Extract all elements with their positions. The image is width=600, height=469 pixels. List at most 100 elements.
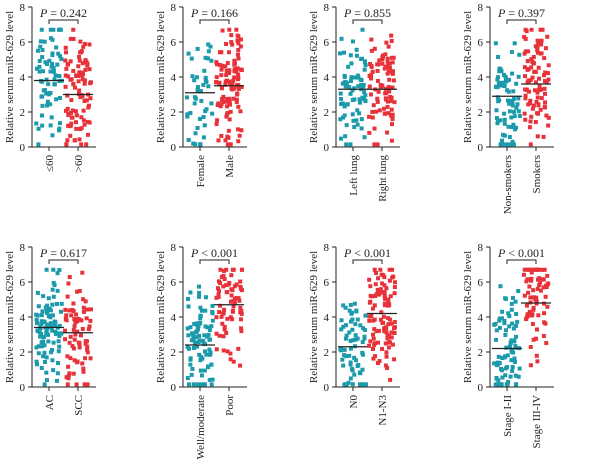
data-point: [63, 84, 68, 89]
data-point: [232, 296, 237, 301]
data-point: [494, 116, 499, 121]
data-point: [197, 284, 202, 289]
data-point: [226, 71, 231, 76]
data-point: [516, 96, 521, 101]
data-point: [50, 358, 55, 363]
data-point: [528, 363, 533, 368]
x-tick-label: Poor: [224, 395, 236, 416]
data-point: [375, 78, 380, 83]
data-point: [34, 359, 39, 364]
data-point: [504, 365, 509, 370]
data-point: [367, 314, 372, 319]
data-point: [216, 294, 221, 299]
data-point: [236, 346, 241, 351]
data-point: [42, 360, 47, 365]
data-point: [527, 309, 532, 314]
data-point: [66, 373, 71, 378]
panel-6: 0 2 4 6 8 Relative serum miR-629 level Well/mo…: [155, 242, 247, 459]
data-point: [513, 299, 518, 304]
data-point: [512, 109, 517, 114]
data-point: [539, 96, 544, 101]
data-point: [510, 71, 515, 76]
data-point: [57, 121, 62, 126]
data-point: [85, 119, 90, 124]
data-point: [229, 80, 234, 85]
data-point: [378, 287, 383, 292]
data-point: [203, 308, 208, 313]
data-point: [516, 74, 521, 79]
data-point: [197, 116, 202, 121]
data-point: [185, 326, 190, 331]
data-point: [81, 305, 86, 310]
data-point: [239, 128, 244, 133]
data-point: [223, 82, 228, 87]
data-point: [502, 111, 507, 116]
data-point: [355, 363, 360, 368]
data-point: [363, 63, 368, 68]
x-tick-label: >60: [73, 155, 85, 173]
data-point: [385, 56, 390, 61]
data-point: [379, 84, 384, 89]
data-point: [222, 268, 227, 273]
data-point: [360, 350, 365, 355]
data-point: [225, 349, 230, 354]
data-point: [228, 142, 233, 147]
y-tick-label: 6: [324, 37, 330, 49]
data-point: [237, 133, 242, 138]
x-tick-label: ≤60: [44, 155, 56, 173]
y-tick-label: 4: [20, 312, 26, 324]
y-tick-label: 4: [20, 72, 26, 84]
data-point: [375, 99, 380, 104]
data-point: [224, 42, 229, 47]
data-point: [382, 301, 387, 306]
data-point: [222, 307, 227, 312]
p-value: P < 0.001: [343, 246, 391, 260]
data-point: [55, 378, 60, 383]
data-point: [392, 320, 397, 325]
data-point: [225, 290, 230, 295]
data-point: [522, 111, 527, 116]
data-point: [47, 306, 52, 311]
data-point: [206, 49, 211, 54]
y-tick-label: 0: [324, 142, 330, 154]
data-point: [348, 346, 353, 351]
data-point: [70, 344, 75, 349]
data-point: [351, 338, 356, 343]
data-point: [191, 141, 196, 146]
data-point: [69, 121, 74, 126]
data-point: [496, 354, 501, 359]
data-point: [372, 126, 377, 131]
data-point: [347, 330, 352, 335]
data-point: [67, 275, 72, 280]
data-point: [528, 98, 533, 103]
data-point: [66, 111, 71, 116]
data-point: [49, 115, 54, 120]
data-point: [499, 83, 504, 88]
data-point: [186, 382, 191, 387]
y-tick-label: 2: [324, 107, 330, 119]
data-point: [195, 125, 200, 130]
data-point: [64, 108, 69, 113]
data-point: [338, 136, 343, 141]
data-point: [514, 312, 519, 317]
data-point: [541, 277, 546, 282]
data-point: [381, 314, 386, 319]
data-point: [378, 317, 383, 322]
data-point: [87, 42, 92, 47]
data-point: [529, 114, 534, 119]
data-point: [50, 313, 55, 318]
data-point: [37, 69, 42, 74]
data-point: [536, 76, 541, 81]
data-point: [73, 120, 78, 125]
data-point: [229, 293, 234, 298]
y-tick-label: 8: [324, 242, 330, 254]
data-point: [198, 142, 203, 147]
data-point: [546, 115, 551, 120]
data-point: [372, 142, 377, 147]
data-point: [71, 346, 76, 351]
data-point: [236, 127, 241, 132]
data-point: [71, 27, 76, 32]
data-point: [39, 340, 44, 345]
data-point: [44, 370, 49, 375]
